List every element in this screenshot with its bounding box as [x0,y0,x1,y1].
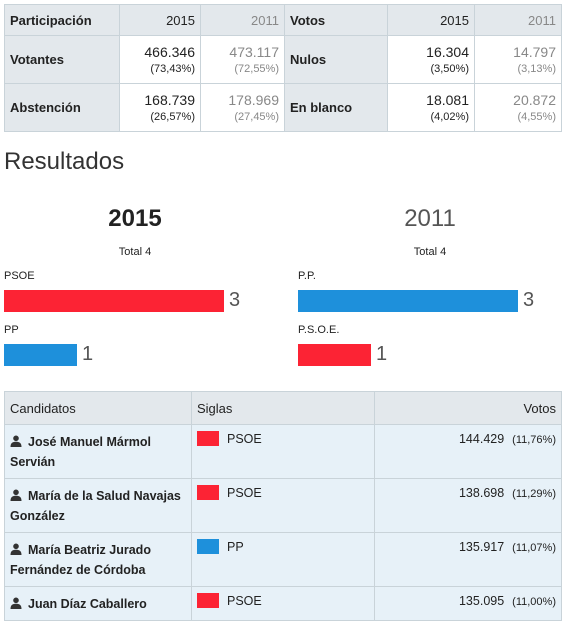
votes-cell: 144.429 (11,76%) [374,424,562,479]
chart-2011-bar-pp [298,290,518,312]
party-color-swatch [197,485,219,500]
results-title: Resultados [4,148,125,175]
party-name: PSOE [227,594,262,608]
year-2011-header: 2011 [200,4,285,36]
party-name: PSOE [227,432,262,446]
table-row: Juan Díaz Caballero PSOE 135.095 (11,00%) [4,586,562,621]
candidate-cell: María de la Salud Navajas González [4,478,192,533]
votes-value: 135.095 [458,594,505,608]
nulos-2015: 16.304 (3,50%) [387,35,475,84]
party-cell: PSOE [191,586,375,621]
votantes-2015: 466.346 (73,43%) [119,35,201,84]
user-icon [10,489,22,501]
chart-2011-label-1: P.S.O.E. [298,324,340,336]
participation-header: Participación [4,4,120,36]
candidate-name: María de la Salud Navajas González [10,489,181,523]
blanco-label: En blanco [284,83,388,132]
party-cell: PSOE [191,424,375,479]
candidate-cell: María Beatriz Jurado Fernández de Córdob… [4,532,192,587]
chart-2011-value-0: 3 [523,289,535,311]
chart-2011-total: Total 4 [413,246,447,258]
nulos-label: Nulos [284,35,388,84]
party-cell: PSOE [191,478,375,533]
chart-2011-value-1: 1 [376,343,388,365]
chart-2011-title: 2011 [404,205,456,232]
votes-pct: (11,00%) [512,596,556,608]
chart-2015-value-0: 3 [229,289,241,311]
abstencion-2015: 168.739 (26,57%) [119,83,201,132]
party-name: PSOE [227,486,262,500]
chart-2015-total: Total 4 [118,246,152,258]
blanco-2011: 20.872 (4,55%) [474,83,562,132]
user-icon [10,543,22,555]
votes-value: 144.429 [458,432,505,446]
user-icon [10,597,22,609]
chart-2011-bar-psoe [298,344,371,366]
votes-pct: (11,07%) [512,542,556,554]
votes-pct: (11,76%) [512,434,556,446]
votes-cell: 135.917 (11,07%) [374,532,562,587]
votes-header: Votos [284,4,388,36]
votes-cell: 138.698 (11,29%) [374,478,562,533]
chart-2015-label-1: PP [4,324,19,336]
chart-2015-title: 2015 [108,205,162,232]
chart-2015-bar-psoe [4,290,224,312]
party-color-swatch [197,539,219,554]
candidate-name: Juan Díaz Caballero [28,597,147,611]
candidates-header[interactable]: Candidatos [4,391,192,425]
user-icon [10,435,22,447]
year-2015-header: 2015 [119,4,201,36]
chart-2015-label-0: PSOE [4,270,35,282]
year-2011-header-b: 2011 [474,4,562,36]
table-row: María de la Salud Navajas González PSOE … [4,478,562,533]
candidate-name: José Manuel Mármol Servián [10,435,151,469]
party-color-swatch [197,593,219,608]
abstencion-2011: 178.969 (27,45%) [200,83,285,132]
votantes-2011: 473.117 (72,55%) [200,35,285,84]
party-name: PP [227,540,244,554]
chart-2011-label-0: P.P. [298,270,316,282]
candidate-cell: Juan Díaz Caballero [4,586,192,621]
participation-table: Participación 2015 2011 Votos 2015 2011 … [4,4,562,132]
party-color-swatch [197,431,219,446]
votes-cell: 135.095 (11,00%) [374,586,562,621]
votes-value: 135.917 [458,540,505,554]
chart-2015-value-1: 1 [82,343,94,365]
table-row: María Beatriz Jurado Fernández de Córdob… [4,532,562,587]
votes-header[interactable]: Votos [374,391,562,425]
candidate-name: María Beatriz Jurado Fernández de Córdob… [10,543,151,577]
votes-value: 138.698 [458,486,505,500]
year-2015-header-b: 2015 [387,4,475,36]
votes-pct: (11,29%) [512,488,556,500]
blanco-2015: 18.081 (4,02%) [387,83,475,132]
party-cell: PP [191,532,375,587]
table-row: José Manuel Mármol Servián PSOE 144.429 (… [4,424,562,479]
abstencion-label: Abstención [4,83,120,132]
candidates-table: Candidatos Siglas Votos José Manuel Márm… [4,391,562,621]
chart-2015-bar-pp [4,344,77,366]
candidate-cell: José Manuel Mármol Servián [4,424,192,479]
votantes-label: Votantes [4,35,120,84]
nulos-2011: 14.797 (3,13%) [474,35,562,84]
party-header[interactable]: Siglas [191,391,375,425]
